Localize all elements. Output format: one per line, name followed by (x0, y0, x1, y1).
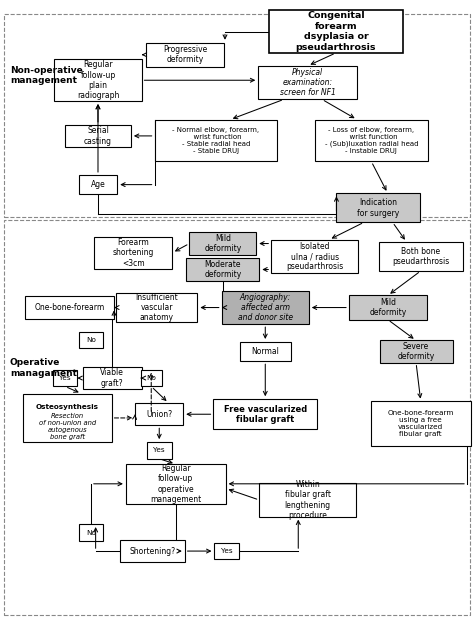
Text: Shortening?: Shortening? (129, 547, 175, 555)
Text: No: No (86, 530, 96, 535)
FancyBboxPatch shape (65, 125, 131, 147)
FancyBboxPatch shape (258, 66, 357, 99)
Text: Severe
deformity: Severe deformity (397, 342, 435, 361)
Text: Congenital
forearm
dsyplasia or
pseudarthrosis: Congenital forearm dsyplasia or pseudart… (296, 11, 376, 52)
Text: Progressive
deformity: Progressive deformity (163, 45, 207, 64)
Text: Both bone
pseudarthrosis: Both bone pseudarthrosis (392, 247, 449, 266)
FancyBboxPatch shape (26, 296, 114, 319)
Text: Viable
graft?: Viable graft? (100, 369, 124, 387)
FancyBboxPatch shape (117, 293, 197, 322)
FancyBboxPatch shape (315, 120, 428, 162)
Text: Non-operative
management: Non-operative management (10, 66, 82, 86)
FancyBboxPatch shape (55, 59, 142, 101)
FancyBboxPatch shape (53, 370, 77, 386)
FancyBboxPatch shape (380, 340, 453, 363)
FancyBboxPatch shape (349, 296, 427, 320)
FancyBboxPatch shape (337, 194, 420, 222)
Bar (4, 14, 470, 217)
Text: Forearm
shortening
<3cm: Forearm shortening <3cm (113, 238, 154, 268)
Text: Yes: Yes (221, 548, 232, 554)
FancyBboxPatch shape (79, 175, 117, 194)
FancyBboxPatch shape (269, 10, 403, 53)
Text: Resection
of non-union and
autogenous
bone graft: Resection of non-union and autogenous bo… (39, 413, 96, 440)
Text: Isolated
ulna / radius
pseudarthrosis: Isolated ulna / radius pseudarthrosis (286, 242, 343, 272)
FancyBboxPatch shape (141, 370, 162, 386)
FancyBboxPatch shape (186, 259, 259, 281)
FancyBboxPatch shape (79, 524, 103, 541)
Text: Mild
deformity: Mild deformity (369, 298, 406, 317)
Text: Osteosynthesis: Osteosynthesis (36, 404, 99, 410)
Text: Normal: Normal (251, 347, 279, 356)
Text: - Normal elbow, forearm,
  wrist function
- Stable radial head
- Stable DRUJ: - Normal elbow, forearm, wrist function … (172, 127, 259, 154)
Text: Union?: Union? (146, 409, 173, 419)
FancyBboxPatch shape (155, 120, 277, 162)
FancyBboxPatch shape (271, 240, 358, 273)
Bar (4, 220, 470, 615)
FancyBboxPatch shape (240, 342, 291, 361)
Text: Serial
casting: Serial casting (84, 126, 112, 145)
Text: Moderate
deformity: Moderate deformity (204, 260, 241, 279)
Text: Operative
managament: Operative managament (10, 358, 77, 377)
FancyBboxPatch shape (146, 43, 224, 67)
FancyBboxPatch shape (79, 331, 103, 348)
Text: Regular
follow-up
operative
management: Regular follow-up operative management (150, 464, 201, 504)
Text: Within
fibular graft
lengthening
procedure: Within fibular graft lengthening procedu… (284, 480, 331, 520)
Text: Indication
for surgery: Indication for surgery (357, 198, 400, 218)
FancyBboxPatch shape (371, 401, 471, 445)
Text: No: No (146, 375, 156, 381)
Text: Physical
examination:
screen for NF1: Physical examination: screen for NF1 (280, 68, 336, 97)
FancyBboxPatch shape (147, 442, 172, 459)
FancyBboxPatch shape (126, 464, 226, 504)
Text: No: No (86, 337, 96, 343)
Text: Mild
deformity: Mild deformity (204, 234, 241, 253)
FancyBboxPatch shape (213, 399, 317, 430)
Text: Free vascularized
fibular graft: Free vascularized fibular graft (224, 404, 307, 424)
Text: Regular
follow-up
plain
radiograph: Regular follow-up plain radiograph (77, 60, 119, 101)
FancyBboxPatch shape (23, 394, 112, 442)
FancyBboxPatch shape (82, 367, 142, 389)
Text: Insufficient
vascular
anatomy: Insufficient vascular anatomy (136, 292, 178, 323)
Text: One-bone-forearm: One-bone-forearm (35, 303, 105, 312)
Text: Angiography:
affected arm
and donor site: Angiography: affected arm and donor site (237, 292, 293, 323)
FancyBboxPatch shape (379, 242, 463, 271)
FancyBboxPatch shape (119, 540, 185, 562)
Text: Yes: Yes (59, 375, 71, 381)
FancyBboxPatch shape (259, 483, 356, 517)
Text: Age: Age (91, 180, 105, 189)
Text: Yes: Yes (154, 447, 165, 454)
FancyBboxPatch shape (214, 543, 239, 559)
Text: One-bone-forearm
using a free
vascularized
fibular graft: One-bone-forearm using a free vasculariz… (388, 410, 454, 437)
FancyBboxPatch shape (135, 403, 183, 425)
Text: - Loss of elbow, forearm,
  wrist function
- (Sub)luxation radial head
- Instabl: - Loss of elbow, forearm, wrist function… (325, 127, 418, 154)
FancyBboxPatch shape (94, 237, 172, 269)
FancyBboxPatch shape (190, 232, 256, 255)
FancyBboxPatch shape (222, 291, 309, 324)
